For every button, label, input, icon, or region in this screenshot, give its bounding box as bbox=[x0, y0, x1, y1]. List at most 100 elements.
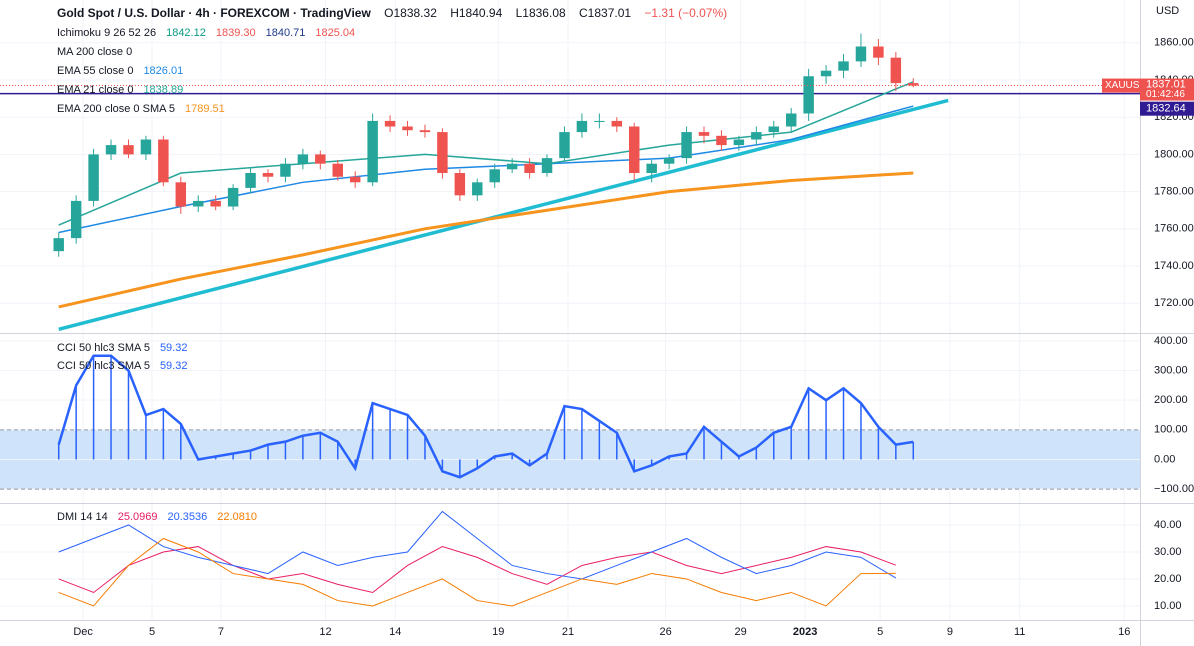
indicator-legend: Ichimoku 9 26 52 26 1842.12 1839.30 1840.71… bbox=[57, 24, 355, 119]
candle-body bbox=[541, 158, 553, 174]
header: Gold Spot / U.S. Dollar · 4h · FOREXCOM … bbox=[57, 6, 727, 20]
candle-body bbox=[785, 113, 797, 127]
candle-body bbox=[594, 120, 605, 122]
ohlc-open: O1838.32 bbox=[384, 6, 437, 20]
candle-body bbox=[820, 70, 832, 77]
candle-body bbox=[681, 132, 692, 159]
cci-line bbox=[57, 354, 914, 479]
y-tick-label: 1760.00 bbox=[1154, 223, 1194, 235]
legend-value: 1839.30 bbox=[215, 27, 256, 39]
y-tick-label: 1860.00 bbox=[1154, 37, 1194, 49]
y-tick-label: 40.00 bbox=[1154, 519, 1182, 531]
candle-body bbox=[175, 182, 187, 207]
legend-value: 1838.89 bbox=[143, 84, 184, 96]
candle-body bbox=[262, 173, 274, 177]
legend-value: 22.0810 bbox=[217, 511, 258, 523]
candle-body bbox=[751, 132, 762, 140]
candle-body bbox=[402, 126, 413, 131]
ohlc-low: L1836.08 bbox=[515, 6, 566, 20]
y-tick-label: 400.00 bbox=[1154, 335, 1188, 347]
legend-value: 1789.51 bbox=[185, 103, 225, 115]
y-tick-label: 30.00 bbox=[1154, 546, 1182, 558]
y-tick-label: 100.00 bbox=[1154, 424, 1188, 436]
x-tick-label: Dec bbox=[73, 626, 93, 638]
legend-row: EMA 55 close 0 1826.01 bbox=[57, 62, 355, 81]
legend-value: 1840.71 bbox=[265, 27, 306, 39]
y-tick-label: 1780.00 bbox=[1154, 186, 1194, 198]
x-tick-label: 5 bbox=[149, 626, 155, 638]
candle-body bbox=[524, 163, 535, 174]
ohlc-change: −1.31 (−0.07%) bbox=[644, 6, 728, 20]
x-tick-label: 11 bbox=[1014, 626, 1025, 638]
level-tag bbox=[1140, 101, 1194, 116]
legend-name: CCI 50 hlc3 SMA 5 bbox=[57, 342, 150, 354]
candle-body bbox=[140, 139, 152, 155]
candle-body bbox=[803, 76, 814, 114]
legend-name: DMI 14 14 bbox=[57, 511, 108, 523]
legend-value: 25.0969 bbox=[117, 511, 158, 523]
y-tick-label: 200.00 bbox=[1154, 394, 1188, 406]
legend-name: EMA 55 close 0 bbox=[57, 65, 134, 77]
candle-body bbox=[123, 145, 134, 155]
y-tick-label: 20.00 bbox=[1154, 573, 1182, 585]
legend-row: EMA 21 close 0 1838.89 bbox=[57, 81, 355, 100]
candle-body bbox=[454, 173, 466, 196]
y-tick-label: 0.00 bbox=[1154, 453, 1175, 465]
legend-name: EMA 21 close 0 bbox=[57, 84, 134, 96]
legend-value: 1842.12 bbox=[166, 27, 206, 39]
candle-body bbox=[245, 173, 256, 188]
ema-line bbox=[58, 105, 914, 234]
candle-body bbox=[315, 154, 326, 164]
candle-body bbox=[576, 120, 588, 133]
ohlc-close: C1837.01 bbox=[579, 6, 632, 20]
x-tick-label: 2023 bbox=[793, 626, 817, 638]
candle-body bbox=[105, 145, 117, 155]
candle-body bbox=[838, 61, 849, 71]
legend-row: CCI 50 hlc3 SMA 5 59.32 bbox=[57, 357, 187, 375]
dmi-legend: DMI 14 14 25.0969 20.3536 22.0810 bbox=[57, 511, 257, 523]
chart-title: Gold Spot / U.S. Dollar · 4h · FOREXCOM … bbox=[57, 6, 371, 20]
candle-body bbox=[53, 238, 64, 252]
x-tick-label: 21 bbox=[562, 626, 574, 638]
symbol-label: XAUUSD bbox=[1105, 80, 1147, 91]
candle-body bbox=[768, 126, 779, 133]
candle-body bbox=[890, 57, 902, 84]
candle-body bbox=[506, 163, 518, 170]
x-tick-label: 29 bbox=[734, 626, 746, 638]
legend-name: EMA 200 close 0 SMA 5 bbox=[57, 103, 176, 115]
x-tick-label: 26 bbox=[660, 626, 672, 638]
candle-body bbox=[908, 83, 919, 86]
candle-body bbox=[733, 139, 745, 146]
x-tick-label: 9 bbox=[947, 626, 953, 638]
legend-value: 59.32 bbox=[159, 342, 188, 354]
cci-legend: CCI 50 hlc3 SMA 5 59.32 CCI 50 hlc3 SMA 5 5… bbox=[57, 339, 187, 375]
ohlc-high: H1840.94 bbox=[450, 6, 503, 20]
candle-body bbox=[193, 200, 204, 207]
legend-value: 1826.01 bbox=[143, 65, 184, 77]
candle-body bbox=[297, 154, 309, 164]
x-tick-label: 5 bbox=[877, 626, 883, 638]
candle-body bbox=[280, 163, 291, 177]
level-label: 1832.64 bbox=[1146, 103, 1186, 115]
candle-body bbox=[349, 176, 361, 183]
dmi-line bbox=[58, 546, 897, 594]
legend-row: MA 200 close 0 bbox=[57, 43, 355, 62]
x-tick-label: 19 bbox=[492, 626, 504, 638]
candle-body bbox=[855, 46, 867, 62]
countdown: 01:42:46 bbox=[1146, 89, 1185, 100]
candle-body bbox=[437, 132, 448, 174]
dmi-line bbox=[58, 537, 896, 607]
candle-body bbox=[332, 163, 343, 177]
candle-body bbox=[629, 126, 640, 174]
legend-name: MA 200 close 0 bbox=[57, 46, 133, 58]
candle-body bbox=[489, 169, 500, 183]
candle-body bbox=[227, 187, 239, 207]
candle-body bbox=[472, 182, 483, 196]
legend-value: 1825.04 bbox=[315, 27, 356, 39]
y-tick-label: 1740.00 bbox=[1154, 260, 1194, 272]
symbol-tag bbox=[1102, 78, 1140, 93]
currency-label: USD bbox=[1156, 5, 1179, 17]
y-tick-label: 300.00 bbox=[1154, 364, 1188, 376]
